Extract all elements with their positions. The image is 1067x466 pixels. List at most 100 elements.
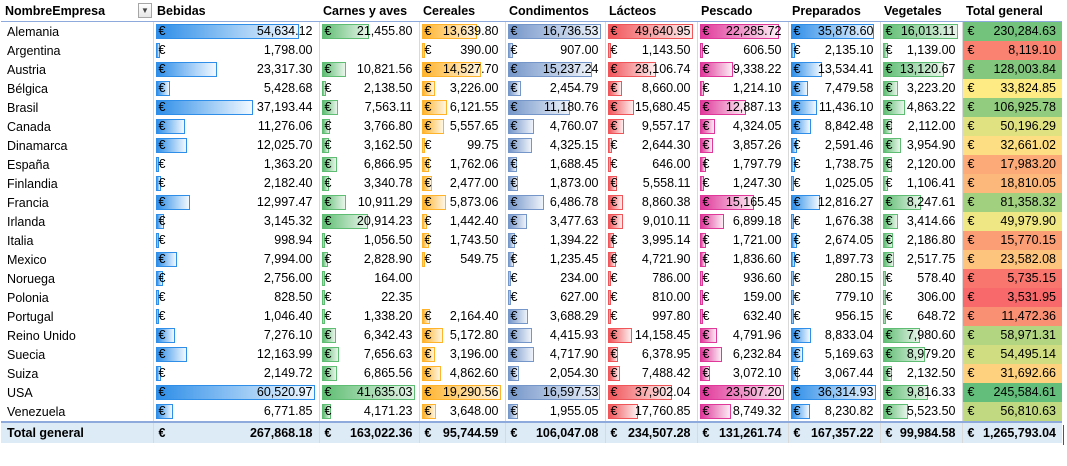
grand-total-cell[interactable]: €106,047.08 — [505, 421, 606, 443]
value-cell[interactable]: €3,223.20 — [880, 79, 963, 98]
value-cell[interactable]: €41,635.03 — [319, 383, 420, 402]
total-cell[interactable]: €230,284.63 — [962, 21, 1062, 41]
value-cell[interactable]: €3,688.29 — [505, 307, 606, 326]
total-cell[interactable]: €81,358.32 — [962, 193, 1062, 212]
value-cell[interactable]: €3,162.50 — [319, 136, 420, 155]
value-cell[interactable]: €4,863.22 — [880, 98, 963, 117]
column-header-bebidas[interactable]: Bebidas — [153, 2, 319, 22]
total-cell[interactable]: €8,119.10 — [962, 41, 1062, 60]
value-cell[interactable]: €1,106.41 — [880, 174, 963, 193]
value-cell[interactable]: €16,597.53 — [505, 383, 606, 402]
value-cell[interactable]: €1,676.38 — [788, 212, 881, 231]
total-cell[interactable]: €17,983.20 — [962, 155, 1062, 174]
value-cell[interactable]: €5,558.11 — [605, 174, 698, 193]
value-cell[interactable]: €2,112.00 — [880, 117, 963, 136]
value-cell[interactable]: €3,477.63 — [505, 212, 606, 231]
value-cell[interactable]: €15,680.45 — [605, 98, 698, 117]
value-cell[interactable]: €12,816.27 — [788, 193, 881, 212]
value-cell[interactable]: €2,477.00 — [419, 174, 506, 193]
value-cell[interactable]: €4,325.15 — [505, 136, 606, 155]
value-cell[interactable]: €13,534.41 — [788, 60, 881, 79]
grand-total-label[interactable]: Total general — [1, 421, 154, 443]
column-header-condimentos[interactable]: Condimentos — [505, 2, 605, 22]
value-cell[interactable]: €37,193.44 — [153, 98, 320, 117]
value-cell[interactable]: €306.00 — [880, 288, 963, 307]
row-label[interactable]: Italia — [1, 231, 154, 250]
column-header-total-general[interactable]: Total general — [962, 2, 1062, 22]
value-cell[interactable]: €1,738.75 — [788, 155, 881, 174]
value-cell[interactable]: €2,756.00 — [153, 269, 320, 288]
value-cell[interactable]: €7,479.58 — [788, 79, 881, 98]
value-cell[interactable]: €7,488.42 — [605, 364, 698, 383]
value-cell[interactable]: €1,836.60 — [697, 250, 789, 269]
value-cell[interactable]: €54,634.12 — [153, 21, 320, 41]
value-cell[interactable]: €11,276.06 — [153, 117, 320, 136]
value-cell[interactable]: €28,106.74 — [605, 60, 698, 79]
value-cell[interactable]: €8,979.20 — [880, 345, 963, 364]
value-cell[interactable]: €6,865.56 — [319, 364, 420, 383]
grand-total-cell[interactable]: €167,357.22 — [788, 421, 881, 443]
value-cell[interactable]: €16,013.11 — [880, 21, 963, 41]
value-cell[interactable]: €10,911.29 — [319, 193, 420, 212]
value-cell[interactable]: €1,247.30 — [697, 174, 789, 193]
value-cell[interactable]: €1,442.40 — [419, 212, 506, 231]
value-cell[interactable]: €2,120.00 — [880, 155, 963, 174]
value-cell[interactable]: €4,721.90 — [605, 250, 698, 269]
value-cell[interactable]: €6,899.18 — [697, 212, 789, 231]
value-cell[interactable]: €2,644.30 — [605, 136, 698, 155]
value-cell[interactable]: €1,235.45 — [505, 250, 606, 269]
value-cell[interactable]: €5,873.06 — [419, 193, 506, 212]
value-cell[interactable]: €810.00 — [605, 288, 698, 307]
total-cell[interactable]: €50,196.29 — [962, 117, 1062, 136]
total-cell[interactable]: €11,472.36 — [962, 307, 1062, 326]
total-cell[interactable]: €128,003.84 — [962, 60, 1062, 79]
value-cell[interactable]: €9,816.33 — [880, 383, 963, 402]
value-cell[interactable]: €15,237.24 — [505, 60, 606, 79]
value-cell[interactable]: €936.60 — [697, 269, 789, 288]
value-cell[interactable]: €1,762.06 — [419, 155, 506, 174]
value-cell[interactable]: €578.40 — [880, 269, 963, 288]
value-cell[interactable]: €13,120.67 — [880, 60, 963, 79]
value-cell[interactable]: €2,182.40 — [153, 174, 320, 193]
value-cell[interactable]: €6,121.55 — [419, 98, 506, 117]
value-cell[interactable]: €8,660.00 — [605, 79, 698, 98]
value-cell[interactable]: €14,158.45 — [605, 326, 698, 345]
value-cell[interactable]: €16,736.53 — [505, 21, 606, 41]
value-cell[interactable]: €997.80 — [605, 307, 698, 326]
value-cell[interactable]: €998.94 — [153, 231, 320, 250]
column-header-cereales[interactable]: Cereales — [419, 2, 505, 22]
value-cell[interactable]: €234.00 — [505, 269, 606, 288]
value-cell[interactable]: €6,486.78 — [505, 193, 606, 212]
value-cell[interactable]: €786.00 — [605, 269, 698, 288]
value-cell[interactable]: €14,527.70 — [419, 60, 506, 79]
value-cell[interactable]: €15,165.45 — [697, 193, 789, 212]
total-cell[interactable]: €32,661.02 — [962, 136, 1062, 155]
value-cell[interactable]: €23,507.20 — [697, 383, 789, 402]
grand-total-cell[interactable]: €234,507.28 — [605, 421, 698, 443]
value-cell[interactable]: €8,247.61 — [880, 193, 963, 212]
value-cell[interactable]: €60,520.97 — [153, 383, 320, 402]
row-label[interactable]: USA — [1, 383, 154, 402]
value-cell[interactable]: €1,025.05 — [788, 174, 881, 193]
value-cell[interactable]: €12,025.70 — [153, 136, 320, 155]
grand-total-cell[interactable]: €131,261.74 — [697, 421, 789, 443]
value-cell[interactable]: €3,766.80 — [319, 117, 420, 136]
value-cell[interactable]: €7,994.00 — [153, 250, 320, 269]
value-cell[interactable]: €648.72 — [880, 307, 963, 326]
value-cell[interactable]: €5,523.50 — [880, 402, 963, 422]
value-cell[interactable] — [419, 288, 506, 307]
total-cell[interactable]: €31,692.66 — [962, 364, 1062, 383]
row-label[interactable]: Canada — [1, 117, 154, 136]
grand-total-cell[interactable]: €99,984.58 — [880, 421, 963, 443]
value-cell[interactable] — [419, 269, 506, 288]
value-cell[interactable]: €2,674.05 — [788, 231, 881, 250]
value-cell[interactable]: €17,760.85 — [605, 402, 698, 422]
grand-total-overall[interactable]: €1,265,793.04 — [962, 421, 1062, 443]
value-cell[interactable]: €390.00 — [419, 41, 506, 60]
value-cell[interactable]: €9,338.22 — [697, 60, 789, 79]
value-cell[interactable]: €549.75 — [419, 250, 506, 269]
value-cell[interactable]: €159.00 — [697, 288, 789, 307]
value-cell[interactable]: €2,164.40 — [419, 307, 506, 326]
total-cell[interactable]: €18,810.05 — [962, 174, 1062, 193]
total-cell[interactable]: €5,735.15 — [962, 269, 1062, 288]
